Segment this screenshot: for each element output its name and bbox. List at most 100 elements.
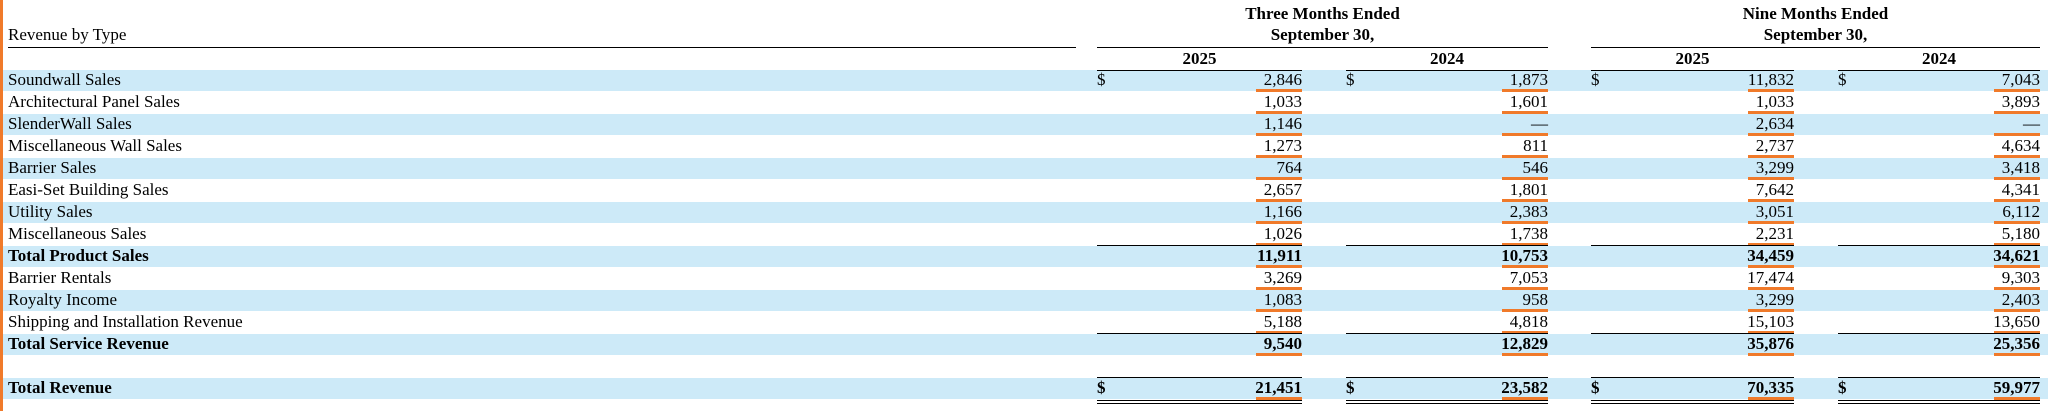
cell-value: 3,418 bbox=[2001, 158, 2040, 177]
edit-mark bbox=[1256, 133, 1302, 136]
year-rule bbox=[1591, 70, 1794, 71]
total-rule bbox=[1097, 245, 1302, 246]
year-header: 2024 bbox=[1922, 49, 1956, 68]
cell-value: — bbox=[2023, 114, 2040, 133]
total-rule bbox=[1346, 377, 1548, 378]
double-rule bbox=[1838, 400, 2040, 401]
edit-mark bbox=[1994, 309, 2040, 312]
row-label: Total Revenue bbox=[8, 378, 112, 397]
cell-value: 811 bbox=[1523, 136, 1548, 155]
cell-value: 1,166 bbox=[1263, 202, 1302, 221]
edit-mark bbox=[1256, 331, 1302, 334]
group-title: Nine Months Ended bbox=[1742, 4, 1889, 23]
row-label: Utility Sales bbox=[8, 202, 93, 221]
year-header: 2025 bbox=[1675, 49, 1710, 68]
edit-mark bbox=[1748, 243, 1794, 246]
edit-mark bbox=[1502, 133, 1548, 136]
cell-value: 35,876 bbox=[1747, 334, 1794, 353]
cell-value: 9,540 bbox=[1263, 334, 1302, 353]
edit-mark bbox=[1748, 397, 1794, 400]
edit-mark bbox=[1748, 287, 1794, 290]
cell-value: 958 bbox=[1522, 290, 1549, 309]
edit-mark bbox=[1502, 331, 1548, 334]
edit-mark bbox=[1502, 397, 1548, 400]
group-rule bbox=[1097, 47, 1548, 48]
title-rule bbox=[8, 47, 1076, 48]
double-rule bbox=[1591, 400, 1794, 401]
edit-mark bbox=[1748, 221, 1794, 224]
double-rule bbox=[1346, 400, 1548, 401]
edit-mark bbox=[1994, 287, 2040, 290]
double-rule bbox=[1346, 403, 1548, 404]
row-band bbox=[3, 378, 2048, 399]
row-label: Royalty Income bbox=[8, 290, 118, 309]
total-rule bbox=[1591, 377, 1794, 378]
edit-mark bbox=[1994, 199, 2040, 202]
cell-value: 2,657 bbox=[1263, 180, 1302, 199]
cell-value: 13,650 bbox=[1993, 312, 2040, 331]
year-header: 2025 bbox=[1182, 49, 1217, 68]
cell-value: 2,231 bbox=[1755, 224, 1794, 243]
total-rule bbox=[1838, 333, 2040, 334]
edit-mark bbox=[1748, 177, 1794, 180]
cell-value: 6,112 bbox=[2002, 202, 2040, 221]
double-rule bbox=[1097, 403, 1302, 404]
cell-value: 2,846 bbox=[1263, 70, 1302, 89]
year-rule bbox=[1097, 70, 1302, 71]
edit-mark bbox=[1256, 155, 1302, 158]
edit-mark bbox=[1502, 221, 1548, 224]
edit-mark bbox=[1256, 199, 1302, 202]
edit-mark bbox=[1502, 177, 1548, 180]
cell-value: 3,269 bbox=[1263, 268, 1302, 287]
total-rule bbox=[1591, 333, 1794, 334]
cell-value: 10,753 bbox=[1501, 246, 1548, 265]
row-label: SlenderWall Sales bbox=[8, 114, 132, 133]
edit-mark bbox=[1994, 111, 2040, 114]
group-title: September 30, bbox=[1270, 25, 1375, 44]
edit-mark bbox=[1256, 397, 1302, 400]
edit-mark bbox=[1994, 133, 2040, 136]
currency: $ bbox=[1346, 378, 1355, 397]
edit-mark bbox=[1256, 309, 1302, 312]
edit-mark bbox=[1256, 265, 1302, 268]
table-title: Revenue by Type bbox=[8, 25, 127, 44]
cell-value: 1,146 bbox=[1263, 114, 1302, 133]
cell-value: 2,634 bbox=[1755, 114, 1794, 133]
double-rule bbox=[1591, 403, 1794, 404]
edit-mark bbox=[1748, 309, 1794, 312]
cell-value: 1,601 bbox=[1509, 92, 1548, 111]
cell-value: 4,634 bbox=[2001, 136, 2040, 155]
cell-value: 23,582 bbox=[1501, 378, 1548, 397]
row-label: Total Product Sales bbox=[8, 246, 149, 265]
year-header: 2024 bbox=[1430, 49, 1464, 68]
row-label: Soundwall Sales bbox=[8, 70, 121, 89]
year-rule bbox=[1838, 70, 2040, 71]
row-label: Miscellaneous Sales bbox=[8, 224, 147, 243]
row-label: Architectural Panel Sales bbox=[8, 92, 180, 111]
cell-value: 3,299 bbox=[1755, 158, 1794, 177]
edit-mark bbox=[1256, 353, 1302, 356]
currency: $ bbox=[1591, 70, 1600, 89]
cell-value: 3,299 bbox=[1755, 290, 1794, 309]
edit-mark bbox=[1256, 287, 1302, 290]
cell-value: 1,026 bbox=[1263, 224, 1302, 243]
cell-value: 2,403 bbox=[2001, 290, 2040, 309]
edit-mark bbox=[1994, 89, 2040, 92]
edit-mark bbox=[1502, 243, 1548, 246]
edit-mark bbox=[1994, 331, 2040, 334]
edit-mark bbox=[1994, 221, 2040, 224]
cell-value: 7,043 bbox=[2001, 70, 2040, 89]
edit-mark bbox=[1502, 265, 1548, 268]
total-rule bbox=[1838, 245, 2040, 246]
edit-mark bbox=[1748, 331, 1794, 334]
cell-value: 15,103 bbox=[1747, 312, 1794, 331]
currency: $ bbox=[1097, 70, 1106, 89]
edit-mark bbox=[1256, 221, 1302, 224]
edit-mark bbox=[1256, 177, 1302, 180]
cell-value: 764 bbox=[1276, 158, 1303, 177]
edit-mark bbox=[1502, 155, 1548, 158]
total-rule bbox=[1838, 377, 2040, 378]
cell-value: 11,832 bbox=[1747, 70, 1794, 89]
cell-value: 5,180 bbox=[2001, 224, 2040, 243]
